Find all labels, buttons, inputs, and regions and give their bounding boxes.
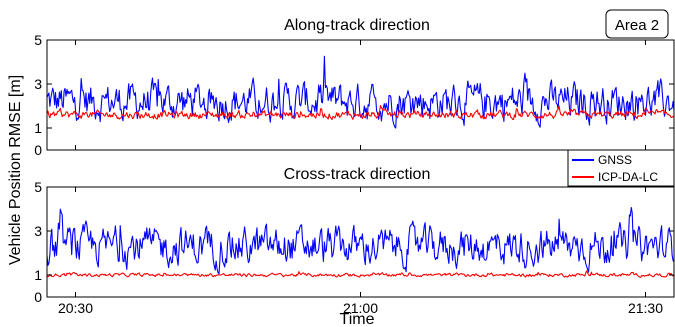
legend-box bbox=[567, 149, 675, 187]
x-tick-label: 21:30 bbox=[628, 300, 663, 316]
legend-label-icp: ICP-DA-LC bbox=[598, 170, 658, 184]
area-tag-label: Area 2 bbox=[615, 17, 659, 34]
series-line-gnss bbox=[46, 206, 675, 275]
y-tick-label: 1 bbox=[34, 267, 42, 283]
y-tick-label: 0 bbox=[34, 289, 42, 305]
series-line-icp-da-lc bbox=[46, 270, 675, 278]
series-line-gnss bbox=[46, 55, 675, 129]
area-tag: Area 2 bbox=[605, 9, 669, 39]
bottom-x-ticks: 20:30 21:00 21:30 bbox=[58, 300, 663, 316]
legend: GNSS ICP-DA-LC bbox=[567, 149, 675, 187]
bottom-y-ticks: 0 1 3 5 bbox=[34, 179, 674, 305]
top-plot-series bbox=[46, 55, 675, 129]
y-tick-label: 1 bbox=[34, 120, 42, 136]
y-tick-label: 0 bbox=[34, 142, 42, 158]
y-tick-label: 5 bbox=[34, 32, 42, 48]
area-tag-box bbox=[605, 9, 669, 39]
x-tick-label: 21:00 bbox=[343, 300, 378, 316]
x-tick-label: 20:30 bbox=[58, 300, 93, 316]
panel-title-along-track: Along-track direction bbox=[284, 17, 430, 34]
panel-title-cross-track: Cross-track direction bbox=[284, 166, 431, 183]
y-tick-label: 3 bbox=[34, 223, 42, 239]
y-tick-label: 3 bbox=[34, 76, 42, 92]
series-line-icp-da-lc bbox=[46, 105, 675, 121]
panel-along-track: Along-track direction 0 1 3 5 Area 2 bbox=[34, 9, 675, 158]
x-axis-label: Time bbox=[340, 311, 375, 327]
panel-cross-track: Cross-track direction 0 1 3 5 20:30 21:00 21:… bbox=[34, 149, 675, 316]
y-tick-label: 5 bbox=[34, 179, 42, 195]
bottom-plot-series bbox=[46, 206, 675, 278]
y-axis-label: Vehicle Position RMSE [m] bbox=[7, 75, 24, 265]
legend-label-gnss: GNSS bbox=[598, 153, 632, 167]
